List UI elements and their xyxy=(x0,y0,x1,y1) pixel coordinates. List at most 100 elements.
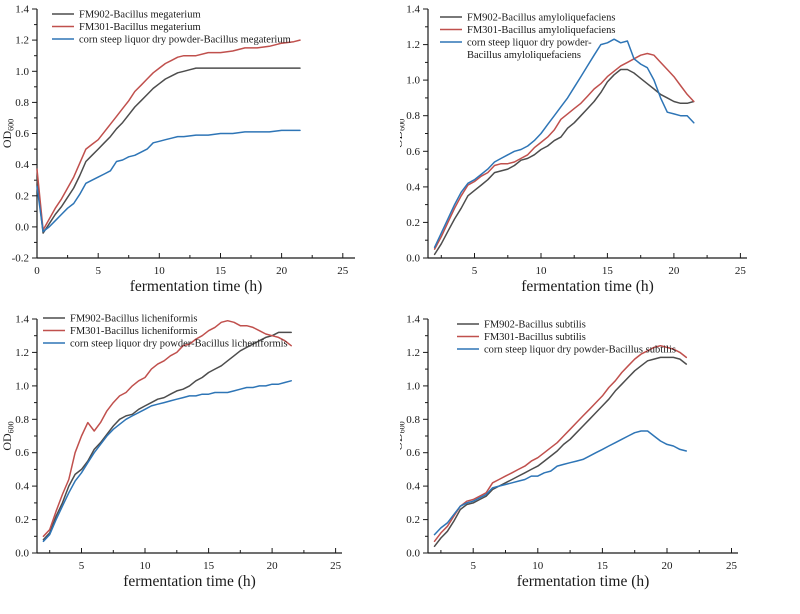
y-tick-label: 0.6 xyxy=(15,447,29,459)
chart-panel-bacillus-licheniformis: 0.0 0.2 0.4 0.6 0.8 1.0 1.2 1.4 5 10 15 20 25 ferment… xyxy=(0,300,400,614)
y-tick-label: 0.0 xyxy=(406,253,420,265)
y-tick-label: 0.6 xyxy=(15,128,29,140)
chart-bacillus-licheniformis: 0.0 0.2 0.4 0.6 0.8 1.0 1.2 1.4 5 10 15 20 25 ferment… xyxy=(0,314,342,590)
x-tick-label: 20 xyxy=(668,265,680,277)
series-line-fm301-bacillus-megaterium xyxy=(36,39,301,231)
x-tick-label: 20 xyxy=(267,560,279,572)
y-tick-label: 0.0 xyxy=(406,548,420,560)
ticks xyxy=(423,318,732,554)
x-axis-title: fermentation time (h) xyxy=(517,573,650,590)
chart-panel-bacillus-megaterium: -0.2 0.0 0.2 0.4 0.6 0.8 1.0 1.2 1.4 0 5 10 15 20 25 fe… xyxy=(0,0,400,300)
x-tick-label: 25 xyxy=(726,560,738,572)
y-tick-label: 0.2 xyxy=(406,217,420,229)
legend-label: FM301-Bacillus licheniformis xyxy=(70,326,197,337)
y-tick-label: 0.4 xyxy=(406,181,420,193)
y-tick-label: 0.6 xyxy=(406,146,420,158)
y-tick-label: 1.0 xyxy=(406,380,420,392)
x-tick-label: 20 xyxy=(276,265,288,277)
y-tick-label: 0.4 xyxy=(15,481,29,493)
series-line-fm301-bacillus-amyloliquefaciens xyxy=(433,52,695,250)
chart-panel-bacillus-amyloliquefaciens: 0.0 0.2 0.4 0.6 0.8 1.0 1.2 1.4 5 10 15 20 25 ferment… xyxy=(391,0,800,300)
y-axis-title: OD600 xyxy=(400,119,407,148)
y-tick-label: 0.0 xyxy=(15,548,29,560)
x-tick-label: 10 xyxy=(536,265,548,277)
series-line-fm301-bacillus-licheniformis xyxy=(42,319,292,538)
x-axis-title: fermentation time (h) xyxy=(130,278,263,295)
y-tick-label: 0.8 xyxy=(406,414,420,426)
y-tick-label: 0.2 xyxy=(406,514,420,526)
x-tick-label: 5 xyxy=(470,560,476,572)
y-tick-label: 0.0 xyxy=(15,221,29,233)
x-tick-label: 20 xyxy=(662,560,674,572)
series-line-fm902-bacillus-subtilis xyxy=(433,356,688,548)
x-tick-label: 25 xyxy=(330,560,342,572)
chart-bacillus-subtilis: 0.0 0.2 0.4 0.6 0.8 1.0 1.2 1.4 5 10 15 20 25 ferment… xyxy=(391,314,738,590)
ticks xyxy=(423,8,741,259)
y-tick-label: 1.2 xyxy=(406,39,420,51)
x-tick-label: 10 xyxy=(532,560,544,572)
x-tick-label: 5 xyxy=(472,265,478,277)
y-tick-label: 1.2 xyxy=(15,347,29,359)
y-tick-label: 0.8 xyxy=(15,414,29,426)
ticks xyxy=(32,8,344,259)
y-tick-label: 1.4 xyxy=(406,314,420,326)
y-tick-label: 1.2 xyxy=(15,35,29,47)
y-axis-title: OD600 xyxy=(0,119,16,148)
legend-label: corn steep liquor dry powder-Bacillus su… xyxy=(484,345,676,356)
legend-label: FM902-Bacillus megaterium xyxy=(79,10,201,21)
series-line-fm902-bacillus-licheniformis xyxy=(42,331,292,541)
axes xyxy=(36,9,355,259)
series-line-fm902-bacillus-amyloliquefaciens xyxy=(433,68,695,256)
x-axis-title: fermentation time (h) xyxy=(521,278,654,295)
y-tick-label: 1.4 xyxy=(15,4,29,16)
legend: FM902-Bacillus megateriumFM301-Bacillus … xyxy=(52,10,291,46)
x-axis-title: fermentation time (h) xyxy=(123,573,256,590)
legend-label: FM301-Bacillus amyloliquefaciens xyxy=(467,25,615,36)
y-tick-label: 0.2 xyxy=(15,190,29,202)
y-tick-label: 1.0 xyxy=(15,66,29,78)
x-tick-label: 5 xyxy=(95,265,101,277)
x-tick-label: 15 xyxy=(597,560,609,572)
x-tick-label: 15 xyxy=(203,560,215,572)
legend-label: corn steep liquor dry powder-Bacillus li… xyxy=(70,339,288,350)
legend-label: FM902-Bacillus amyloliquefaciens xyxy=(467,13,615,24)
legend: FM902-Bacillus amyloliquefaciensFM301-Ba… xyxy=(440,13,615,61)
series-line-corn-steep-liquor-dry-powder-bacillus-licheniformis xyxy=(42,380,292,543)
y-tick-label: 1.0 xyxy=(406,75,420,87)
y-tick-label: 0.2 xyxy=(15,514,29,526)
series-line-corn-steep-liquor-dry-powder-bacillus-megaterium xyxy=(36,129,301,233)
legend-label: FM902-Bacillus licheniformis xyxy=(70,314,197,325)
chart-bacillus-amyloliquefaciens: 0.0 0.2 0.4 0.6 0.8 1.0 1.2 1.4 5 10 15 20 25 ferment… xyxy=(391,4,747,295)
legend-label: Bacillus amyloliquefaciens xyxy=(467,50,581,61)
y-tick-label: 0.8 xyxy=(15,97,29,109)
x-tick-label: 10 xyxy=(154,265,166,277)
y-tick-label: 1.0 xyxy=(15,380,29,392)
x-tick-label: 10 xyxy=(140,560,152,572)
series-line-fm301-bacillus-subtilis xyxy=(433,344,688,543)
legend-label: FM301-Bacillus megaterium xyxy=(79,22,201,33)
x-tick-label: 25 xyxy=(735,265,747,277)
y-tick-label: 1.2 xyxy=(406,347,420,359)
chart-panel-bacillus-subtilis: 0.0 0.2 0.4 0.6 0.8 1.0 1.2 1.4 5 10 15 20 25 ferment… xyxy=(391,300,800,614)
axes xyxy=(36,319,342,554)
ticks xyxy=(32,318,337,554)
x-tick-label: 5 xyxy=(79,560,85,572)
legend-label: FM301-Bacillus subtilis xyxy=(484,332,586,343)
y-tick-label: 0.8 xyxy=(406,110,420,122)
tick-labels: 0.0 0.2 0.4 0.6 0.8 1.0 1.2 1.4 5 10 15 20 25 xyxy=(15,314,341,573)
tick-labels: 0.0 0.2 0.4 0.6 0.8 1.0 1.2 1.4 5 10 15 20 25 xyxy=(406,314,737,573)
y-tick-label: 0.6 xyxy=(406,447,420,459)
x-tick-label: 15 xyxy=(215,265,227,277)
y-tick-label: 0.4 xyxy=(406,481,420,493)
x-tick-label: 25 xyxy=(337,265,349,277)
y-tick-label: -0.2 xyxy=(12,253,29,265)
y-tick-label: 0.4 xyxy=(15,159,29,171)
tick-labels: -0.2 0.0 0.2 0.4 0.6 0.8 1.0 1.2 1.4 0 5 10 15 20 25 xyxy=(12,4,349,278)
legend-label: corn steep liquor dry powder- xyxy=(467,38,592,49)
series-line-corn-steep-liquor-dry-powder-bacillus-amyloliquefaciens xyxy=(433,38,695,249)
series-line-corn-steep-liquor-dry-powder-bacillus-subtilis xyxy=(433,430,688,536)
x-tick-label: 15 xyxy=(602,265,614,277)
